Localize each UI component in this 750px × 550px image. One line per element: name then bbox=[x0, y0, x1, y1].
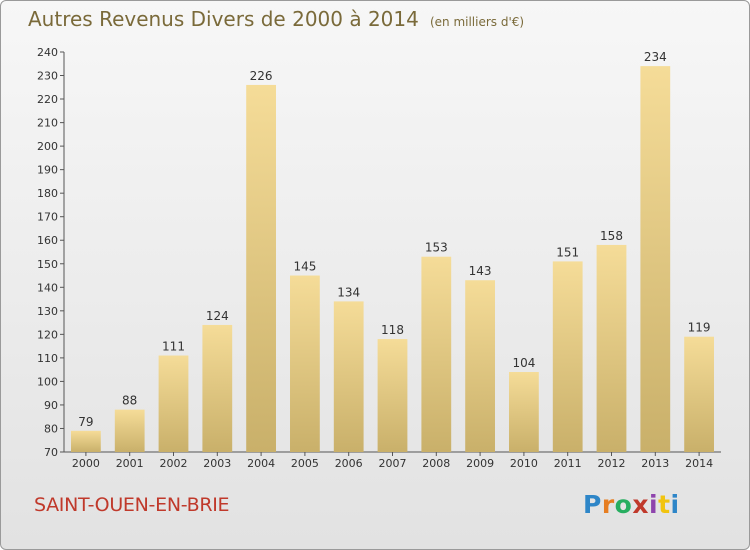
data-label: 119 bbox=[688, 321, 711, 335]
data-label: 226 bbox=[250, 69, 273, 83]
y-tick-label: 120 bbox=[37, 328, 58, 341]
x-tick-label: 2013 bbox=[641, 457, 669, 470]
data-label: 104 bbox=[512, 356, 535, 370]
bar bbox=[158, 355, 189, 452]
logo-letter: o bbox=[614, 490, 633, 519]
data-label: 124 bbox=[206, 309, 229, 323]
data-label: 111 bbox=[162, 340, 185, 354]
x-tick-label: 2007 bbox=[379, 457, 407, 470]
x-tick-label: 2003 bbox=[203, 457, 231, 470]
logo-letter: t bbox=[658, 490, 671, 519]
logo-letter: P bbox=[583, 490, 602, 519]
data-label: 118 bbox=[381, 323, 404, 337]
x-tick-label: 2012 bbox=[598, 457, 626, 470]
logo-letter: x bbox=[632, 490, 649, 519]
x-tick-label: 2005 bbox=[291, 457, 319, 470]
bars bbox=[71, 66, 714, 453]
logo-letter: r bbox=[601, 490, 615, 519]
value-labels: 79 88 111 124 226 145 134 118 153 143 104 151 158 234… bbox=[78, 50, 710, 429]
logo-letter: i bbox=[649, 490, 659, 519]
x-tick-label: 2011 bbox=[554, 457, 582, 470]
x-tick-label: 2010 bbox=[510, 457, 538, 470]
bar bbox=[684, 336, 714, 452]
axes: 7080901001101201301401501601701801902002… bbox=[37, 46, 721, 470]
bar bbox=[509, 372, 539, 452]
proxiti-logo[interactable]: Proxiti bbox=[583, 490, 680, 519]
x-tick-label: 2000 bbox=[72, 457, 100, 470]
y-tick-label: 240 bbox=[37, 46, 58, 59]
x-tick-label: 2002 bbox=[160, 457, 188, 470]
data-label: 145 bbox=[293, 260, 316, 274]
bar bbox=[640, 66, 671, 452]
y-tick-label: 190 bbox=[37, 164, 58, 177]
data-label: 234 bbox=[644, 50, 667, 64]
y-tick-label: 230 bbox=[37, 70, 58, 83]
y-tick-label: 130 bbox=[37, 305, 58, 318]
y-tick-label: 200 bbox=[37, 140, 58, 153]
y-tick-label: 80 bbox=[44, 422, 58, 435]
y-tick-label: 90 bbox=[44, 399, 58, 412]
y-tick-label: 110 bbox=[37, 352, 58, 365]
data-label: 151 bbox=[556, 245, 579, 259]
y-tick-label: 170 bbox=[37, 211, 58, 224]
y-tick-label: 220 bbox=[37, 93, 58, 106]
y-tick-label: 160 bbox=[37, 234, 58, 247]
bar bbox=[596, 244, 627, 452]
y-tick-label: 100 bbox=[37, 375, 58, 388]
bar bbox=[202, 324, 233, 452]
logo-letter: i bbox=[670, 490, 680, 519]
chart-unit: (en milliers d'€) bbox=[429, 15, 525, 29]
x-tick-label: 2014 bbox=[685, 457, 713, 470]
data-label: 88 bbox=[122, 394, 137, 408]
commune-name: SAINT-OUEN-EN-BRIE bbox=[34, 494, 230, 516]
chart-title: Autres Revenus Divers de 2000 à 2014 bbox=[28, 7, 419, 31]
bar bbox=[421, 256, 452, 452]
x-tick-label: 2001 bbox=[116, 457, 144, 470]
bar bbox=[71, 430, 101, 452]
bar bbox=[246, 84, 276, 453]
data-label: 134 bbox=[337, 285, 360, 299]
bar bbox=[290, 275, 320, 452]
y-tick-label: 150 bbox=[37, 258, 58, 271]
y-tick-label: 140 bbox=[37, 281, 58, 294]
bar bbox=[333, 301, 364, 452]
bar bbox=[552, 261, 583, 452]
data-label: 143 bbox=[469, 264, 492, 278]
data-label: 79 bbox=[78, 415, 93, 429]
bar bbox=[114, 409, 145, 452]
data-label: 158 bbox=[600, 229, 623, 243]
x-tick-label: 2009 bbox=[466, 457, 494, 470]
x-tick-label: 2008 bbox=[422, 457, 450, 470]
y-tick-label: 210 bbox=[37, 117, 58, 130]
x-tick-label: 2004 bbox=[247, 457, 275, 470]
y-tick-label: 180 bbox=[37, 187, 58, 200]
data-label: 153 bbox=[425, 241, 448, 255]
y-tick-label: 70 bbox=[44, 446, 58, 459]
x-tick-label: 2006 bbox=[335, 457, 363, 470]
bar bbox=[377, 339, 408, 452]
bar bbox=[465, 280, 495, 452]
chart-title-block: Autres Revenus Divers de 2000 à 2014 (en… bbox=[28, 7, 524, 31]
